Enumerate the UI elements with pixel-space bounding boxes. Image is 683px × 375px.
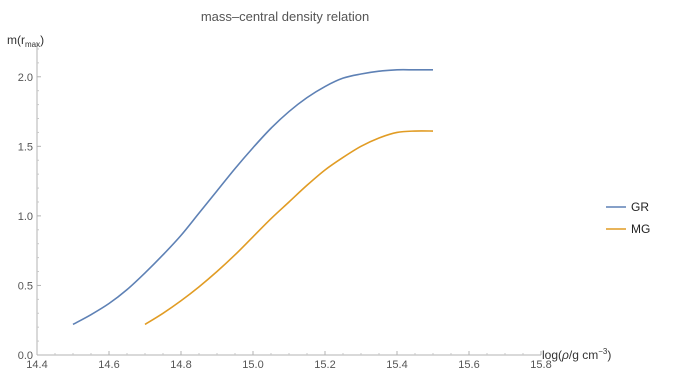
legend-label-mg: MG — [631, 222, 650, 236]
x-axis-label-mid: /g cm — [569, 348, 598, 362]
y-axis-label: m(rmax) — [7, 33, 44, 49]
x-tick-label: 15.8 — [530, 359, 551, 371]
series-line-gr — [72, 68, 433, 326]
chart-title: mass–central density relation — [201, 9, 369, 24]
x-tick-label: 15.2 — [314, 359, 335, 371]
legend: GR MG — [606, 200, 650, 236]
x-tick-label: 14.4 — [26, 359, 47, 371]
x-tick-label: 14.6 — [98, 359, 119, 371]
axes: 14.4 14.6 14.8 15.0 15.2 15.4 15.6 15.8 0.0 0.5 1.… — [18, 42, 552, 371]
x-axis-label-sup: −3 — [598, 347, 608, 356]
x-axis-label-post: ) — [607, 348, 611, 362]
y-axis-label-close: ) — [40, 33, 44, 47]
legend-label-gr: GR — [631, 200, 649, 214]
y-tick-label: 1.0 — [18, 211, 33, 223]
y-axis-label-base: m(r — [7, 33, 25, 47]
x-tick-label: 15.4 — [386, 359, 407, 371]
y-tick-label: 1.5 — [18, 141, 33, 153]
series-line-mg — [144, 130, 434, 326]
y-axis-label-sub: max — [25, 40, 40, 49]
x-tick-label: 14.8 — [170, 359, 191, 371]
x-tick-label: 15.0 — [242, 359, 263, 371]
x-axis-label-pre: log( — [542, 348, 562, 362]
x-axis-label-rho: ρ — [561, 348, 569, 362]
y-tick-label: 0.0 — [18, 350, 33, 362]
y-tick-label: 2.0 — [18, 72, 33, 84]
y-tick-label: 0.5 — [18, 280, 33, 292]
series-layer — [72, 68, 434, 326]
x-axis-label: log(ρ/g cm−3) — [542, 347, 611, 362]
x-tick-label: 15.6 — [458, 359, 479, 371]
